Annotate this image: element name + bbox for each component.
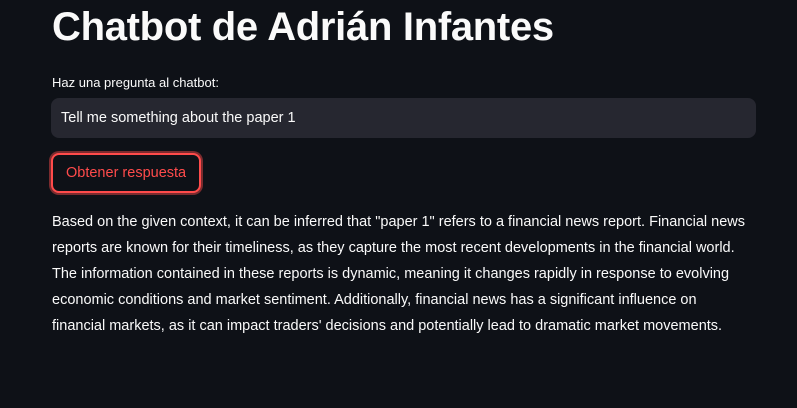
page-title: Chatbot de Adrián Infantes — [52, 5, 554, 49]
question-label: Haz una pregunta al chatbot: — [52, 75, 219, 90]
get-answer-button[interactable]: Obtener respuesta — [51, 153, 202, 193]
question-input[interactable] — [51, 98, 756, 138]
chatbot-response: Based on the given context, it can be in… — [52, 214, 745, 334]
